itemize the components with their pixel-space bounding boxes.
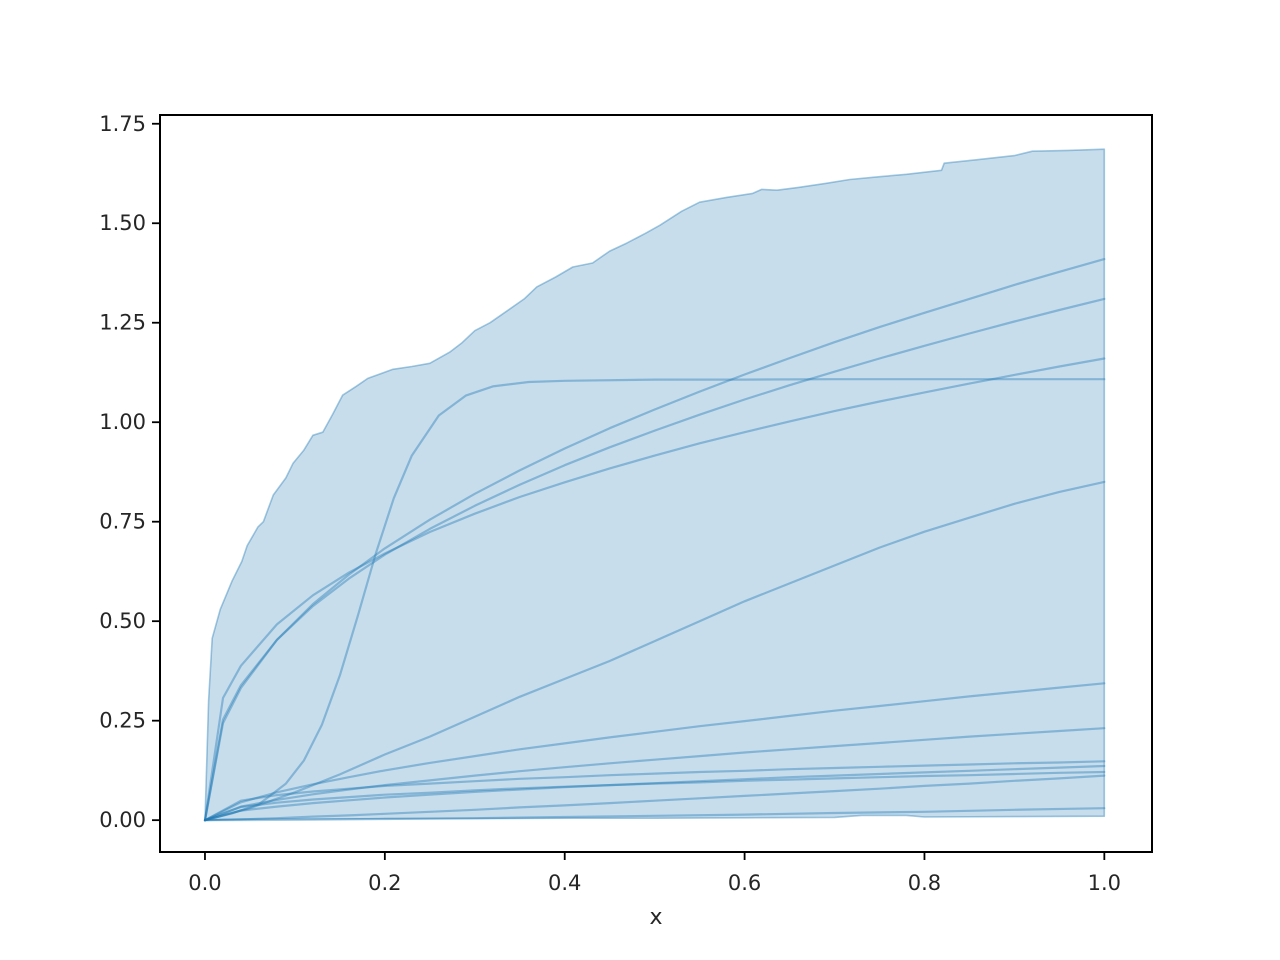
axis-tick-labels: 0.0 0.2 0.4 0.6 0.8 1.0 0.00 0.25 0.50 0.75 1.00 1.… xyxy=(99,112,1121,895)
x-tick-label: 1.0 xyxy=(1088,871,1121,895)
series-curve-6 xyxy=(203,682,1106,822)
confidence-band-group xyxy=(204,148,1106,821)
x-tick-label: 0.2 xyxy=(368,871,401,895)
series-curve-8 xyxy=(203,760,1106,822)
series-curve-10 xyxy=(203,770,1106,822)
series-curve-7 xyxy=(203,727,1106,822)
series-curve-12-flat xyxy=(203,807,1106,822)
y-tick-label: 0.75 xyxy=(99,510,146,534)
series-curve-9 xyxy=(203,764,1106,822)
series-curve-1 xyxy=(203,258,1106,822)
y-tick-label: 1.00 xyxy=(99,410,146,434)
axes-frame xyxy=(159,114,1153,853)
axis-ticks xyxy=(152,122,1106,860)
y-tick-label: 1.75 xyxy=(99,112,146,136)
x-tick-label: 0.6 xyxy=(728,871,761,895)
y-tick-label: 1.25 xyxy=(99,311,146,335)
series-curve-11 xyxy=(203,774,1106,822)
y-tick-label: 0.00 xyxy=(99,808,146,832)
x-tick-label: 0.8 xyxy=(908,871,941,895)
series-curve-2 xyxy=(203,297,1106,822)
y-tick-label: 0.50 xyxy=(99,609,146,633)
x-tick-label: 0.4 xyxy=(548,871,581,895)
series-curve-3 xyxy=(203,357,1106,822)
y-tick-label: 1.50 xyxy=(99,211,146,235)
curve-series-group xyxy=(203,258,1106,822)
band-min-max-envelope xyxy=(204,148,1106,821)
x-axis-label: x xyxy=(649,905,662,930)
y-tick-label: 0.25 xyxy=(99,709,146,733)
series-curve-4-plateau xyxy=(203,378,1106,822)
x-tick-label: 0.0 xyxy=(188,871,221,895)
series-curve-5 xyxy=(203,480,1106,822)
